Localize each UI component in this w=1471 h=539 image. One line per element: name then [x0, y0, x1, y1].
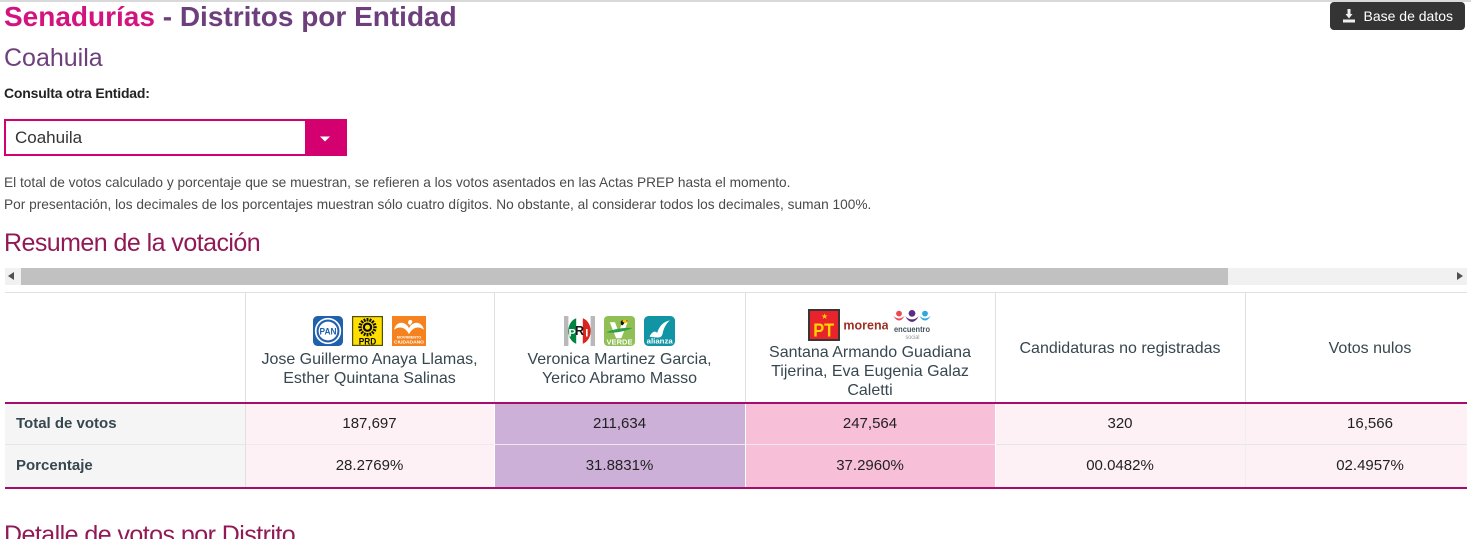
svg-text:PRD: PRD	[359, 336, 377, 346]
svg-text:social: social	[906, 334, 920, 341]
svg-text:PT: PT	[813, 321, 834, 341]
svg-text:MOVIMIENTO: MOVIMIENTO	[397, 336, 421, 340]
svg-text:PAN: PAN	[320, 326, 337, 336]
svg-text:encuentro: encuentro	[894, 324, 930, 334]
svg-text:morena: morena	[844, 319, 888, 333]
svg-text:P: P	[569, 327, 576, 339]
svg-text:I: I	[585, 327, 588, 339]
svg-text:alianza: alianza	[647, 336, 674, 345]
svg-text:VERDE: VERDE	[607, 337, 633, 346]
svg-text:CIUDADANO: CIUDADANO	[394, 340, 424, 346]
svg-text:R: R	[575, 324, 584, 338]
